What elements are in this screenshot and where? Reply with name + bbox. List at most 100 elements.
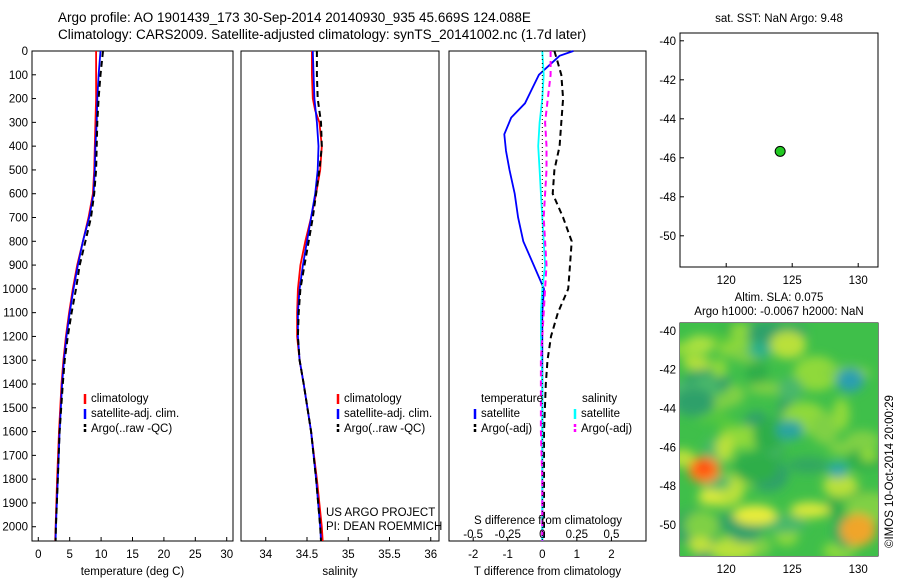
sla-map-title-line1: Altim. SLA: 0.075 <box>735 292 824 304</box>
sla-field-blob <box>845 430 878 451</box>
sla-field-blob <box>746 358 769 388</box>
sst_map-ytick-label: -40 <box>659 36 676 48</box>
sla-field-blob <box>769 330 807 359</box>
sla_map-xtick-label: 120 <box>717 564 736 576</box>
salinity-series-satellite-adj-clim- <box>296 50 322 542</box>
sla-field-blob <box>810 412 840 445</box>
difference-xlabel: T difference from climatology <box>474 566 621 578</box>
sla-field-blob <box>733 451 779 484</box>
sla-field-feature <box>696 462 712 474</box>
temperature-xtick-label: 20 <box>158 549 171 561</box>
sla-field-feature <box>686 335 714 355</box>
difference-legend-s-title: salinity <box>582 393 617 405</box>
depth-tick-label: 0 <box>22 46 28 58</box>
sst_map-xtick-label: 130 <box>849 275 868 287</box>
sst_map-ytick-label: -50 <box>659 231 676 243</box>
argo-position-marker <box>774 145 786 157</box>
salinity-legend-label: Argo(..raw -QC) <box>344 423 425 435</box>
difference-xtick-label: -1 <box>503 549 513 561</box>
difference-xtick-label: -2 <box>468 549 478 561</box>
sla-field-feature <box>776 420 804 440</box>
sla-field-feature <box>828 462 848 478</box>
sla-field-feature <box>748 342 772 358</box>
sst_map-xtick-label: 120 <box>717 275 736 287</box>
depth-tick-label: 1900 <box>2 498 28 510</box>
depth-tick-label: 1000 <box>2 284 28 296</box>
depth-tick-label: 1100 <box>3 308 28 320</box>
depth-tick-label: 900 <box>9 260 28 272</box>
temperature-xtick-label: 30 <box>220 549 233 561</box>
difference-t-legend-label: Argo(-adj) <box>481 423 532 435</box>
credit-pi: PI: DEAN ROEMMICH <box>326 521 442 533</box>
temperature-xlabel: temperature (deg C) <box>81 566 185 578</box>
depth-tick-label: 1200 <box>2 331 28 343</box>
sla-field-blob <box>860 449 878 463</box>
depth-tick-label: 1700 <box>2 450 28 462</box>
sla-field-blob <box>719 488 739 503</box>
salinity-xtick-label: 34 <box>259 549 272 561</box>
salinity-xtick-label: 34.5 <box>296 549 318 561</box>
depth-tick-label: 700 <box>9 213 28 225</box>
temperature-legend-label: satellite-adj. clim. <box>91 408 179 420</box>
temperature-xtick-label: 5 <box>66 549 72 561</box>
depth-tick-label: 400 <box>9 141 28 153</box>
depth-tick-label: 1800 <box>2 474 28 486</box>
sla-field-feature <box>836 368 864 392</box>
difference-series-argo-adj- <box>539 51 552 541</box>
sst_map-xtick-label: 125 <box>783 275 802 287</box>
difference-xtick-label: 2 <box>608 549 614 561</box>
salinity-xtick-label: 35.5 <box>378 549 400 561</box>
difference-s-tick-label: 0.25 <box>566 529 588 541</box>
depth-tick-label: 500 <box>9 165 28 177</box>
difference-s-legend-label: satellite <box>581 408 620 420</box>
salinity-xlabel: salinity <box>322 566 357 578</box>
sla-field-blob <box>778 377 804 402</box>
sla-field-feature <box>698 489 722 505</box>
sla_map-ytick-label: -48 <box>659 481 676 493</box>
sst_map-ytick-label: -44 <box>659 114 676 126</box>
sla_map-ytick-label: -50 <box>659 520 676 532</box>
depth-tick-label: 1400 <box>2 379 28 391</box>
sla-field-blob <box>787 457 830 474</box>
depth-tick-label: 300 <box>9 117 28 129</box>
sla-field-blob <box>680 387 716 417</box>
salinity-legend-label: climatology <box>344 393 402 405</box>
depth-tick-label: 600 <box>9 189 28 201</box>
depth-tick-label: 2000 <box>2 522 28 534</box>
temperature-series-argo-raw-qc- <box>54 50 104 542</box>
temperature-frame <box>31 50 234 542</box>
sla-field-texture <box>680 323 878 556</box>
credit-imos: ©IMOS 10-Oct-2014 20:00:29 <box>884 395 896 548</box>
sla-field-blob <box>752 418 785 453</box>
temperature-xtick-label: 10 <box>95 549 108 561</box>
sla_map-xtick-label: 130 <box>849 564 868 576</box>
salinity-xtick-label: 35 <box>342 549 355 561</box>
sla-field-blob <box>793 356 839 391</box>
temperature-xtick-label: 25 <box>189 549 202 561</box>
salinity-xtick-label: 36 <box>424 549 437 561</box>
salinity-series-argo-raw-qc- <box>296 51 323 542</box>
sla-field-blob <box>823 473 858 498</box>
temperature-legend-label: climatology <box>91 393 149 405</box>
sla-field-blob <box>711 358 728 378</box>
difference-t-legend-label: satellite <box>481 408 520 420</box>
temperature-series-climatology <box>54 51 97 542</box>
sla_map-ytick-label: -42 <box>659 365 676 377</box>
salinity-frame <box>240 50 440 542</box>
sla-field-blob <box>825 496 845 520</box>
difference-xtick-label: 0 <box>539 549 545 561</box>
figure-title-line2: Climatology: CARS2009. Satellite-adjuste… <box>58 27 587 42</box>
temperature-series-satellite-adj-clim- <box>54 50 102 542</box>
sst_map-ytick-label: -42 <box>659 75 676 87</box>
depth-tick-label: 100 <box>9 70 28 82</box>
sla_map-ytick-label: -46 <box>659 442 676 454</box>
salinity-legend-label: satellite-adj. clim. <box>344 408 432 420</box>
temperature-legend-label: Argo(..raw -QC) <box>91 423 172 435</box>
depth-tick-label: 1500 <box>2 403 28 415</box>
temperature-xtick-label: 0 <box>35 549 41 561</box>
sla-field-feature <box>840 514 876 546</box>
sla-field-blob <box>715 433 735 462</box>
depth-tick-label: 800 <box>9 236 28 248</box>
sla_map-ytick-label: -44 <box>659 403 676 415</box>
